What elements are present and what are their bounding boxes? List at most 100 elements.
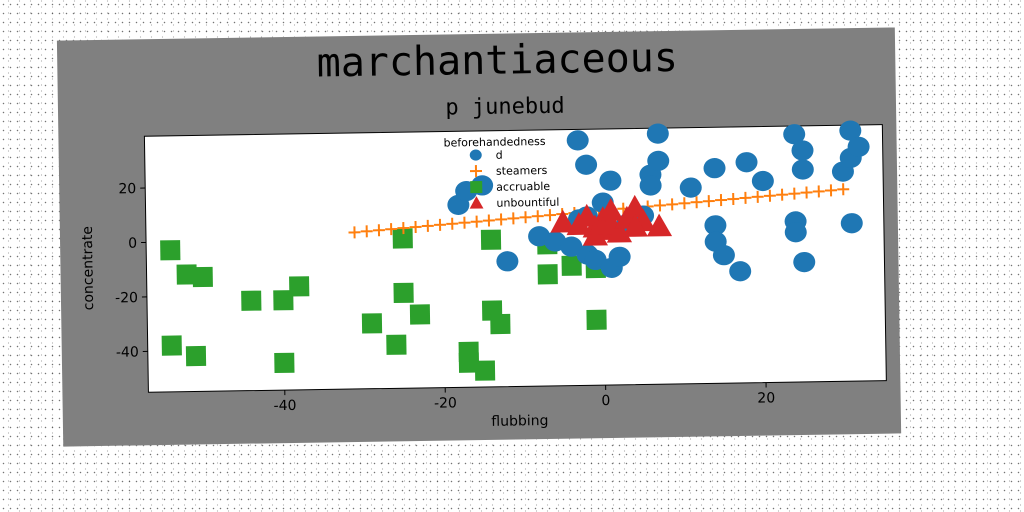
legend-marker-unbountiful: [469, 196, 484, 209]
data-point-steamers: [702, 195, 715, 208]
data-point-d: [584, 249, 607, 271]
data-point-steamers: [751, 190, 764, 203]
y-axis-label: concentrate: [80, 226, 97, 310]
legend-marker-d: [469, 149, 482, 161]
data-point-steamers: [800, 186, 813, 199]
data-point-steamers: [690, 196, 703, 209]
data-point-d: [566, 130, 589, 151]
data-point-steamers: [458, 216, 471, 229]
data-point-unbountiful: [582, 222, 609, 246]
data-point-accruable: [176, 264, 197, 285]
data-point-accruable: [161, 335, 182, 356]
data-point-d: [599, 170, 622, 191]
data-point-d: [496, 251, 519, 272]
data-point-d: [751, 170, 774, 192]
data-point-d: [704, 215, 727, 236]
data-point-steamers: [666, 198, 679, 211]
data-point-steamers: [678, 197, 691, 210]
series-d: [447, 120, 870, 282]
data-point-unbountiful: [646, 213, 673, 237]
data-point-steamers: [739, 191, 752, 204]
data-point-steamers: [434, 218, 447, 231]
y-tick-label: 0: [128, 236, 137, 252]
data-point-steamers: [495, 213, 508, 226]
data-point-d: [784, 222, 807, 243]
y-tick-label: -20: [115, 290, 138, 306]
chart-subtitle: p junebud: [445, 94, 565, 121]
data-point-steamers: [776, 188, 789, 201]
data-point-accruable: [392, 228, 413, 249]
data-point-accruable: [586, 309, 607, 330]
data-point-steamers: [837, 183, 850, 196]
data-point-accruable: [185, 345, 207, 367]
data-point-d: [639, 175, 662, 196]
x-axis-label: flubbing: [491, 413, 548, 430]
data-point-steamers: [531, 210, 544, 223]
data-point-d: [560, 236, 583, 257]
series-unbountiful: [550, 194, 673, 246]
data-point-accruable: [273, 290, 294, 311]
data-point-accruable: [241, 290, 262, 311]
data-point-d: [729, 261, 752, 282]
data-point-accruable: [537, 264, 558, 285]
data-point-d: [840, 213, 863, 234]
figure-frame-group: marchantiaceous p junebud -40 -20 0 20 -40-…: [56, 27, 902, 447]
data-point-d: [735, 152, 758, 173]
data-point-d: [647, 150, 670, 171]
data-point-d: [783, 124, 806, 145]
data-point-d: [847, 136, 870, 157]
data-point-d: [791, 140, 814, 161]
legend-title: beforehandedness: [443, 135, 545, 150]
x-tick-label: 0: [601, 393, 610, 409]
data-point-steamers: [715, 194, 728, 207]
data-point-accruable: [160, 240, 181, 261]
data-point-steamers: [812, 185, 825, 198]
data-point-d: [646, 123, 669, 144]
data-point-accruable: [386, 334, 407, 355]
data-point-steamers: [482, 214, 495, 227]
data-point-steamers: [763, 189, 776, 202]
data-point-steamers: [788, 187, 801, 200]
data-point-d: [608, 246, 631, 267]
data-point-d: [703, 158, 726, 179]
x-axis: -40 -20 0 20: [273, 382, 775, 414]
data-point-accruable: [409, 304, 431, 325]
data-point-unbountiful: [598, 197, 624, 221]
plot-marks: [160, 120, 870, 381]
y-tick-label: -40: [116, 345, 139, 361]
chart-title: marchantiaceous: [316, 35, 678, 87]
data-point-steamers: [727, 192, 740, 205]
data-point-steamers: [421, 219, 434, 232]
data-point-steamers: [470, 215, 483, 228]
legend: beforehandedness d steamers accruable unbou…: [443, 135, 559, 210]
y-tick-label: 20: [118, 181, 136, 197]
legend-label-accruable: accruable: [496, 180, 550, 194]
data-point-d: [712, 245, 735, 266]
data-point-accruable: [289, 276, 310, 297]
data-point-accruable: [490, 313, 511, 335]
data-point-unbountiful: [622, 213, 649, 237]
data-point-steamers: [653, 199, 666, 212]
y-axis: -40 -20 0 20: [115, 181, 148, 361]
data-point-steamers: [507, 212, 520, 225]
legend-items: d steamers accruable unbountiful: [469, 149, 559, 210]
data-point-accruable: [192, 266, 213, 288]
data-point-steamers: [372, 224, 385, 237]
data-point-steamers: [824, 184, 838, 197]
data-point-unbountiful: [550, 209, 576, 233]
data-point-accruable: [361, 313, 383, 334]
data-point-accruable: [393, 282, 414, 304]
data-point-d: [793, 251, 816, 273]
data-point-steamers: [397, 222, 410, 235]
legend-marker-steamers: [469, 165, 483, 178]
data-point-steamers: [519, 211, 532, 224]
data-point-steamers: [446, 217, 459, 230]
data-point-steamers: [385, 223, 398, 236]
data-point-unbountiful: [566, 212, 592, 236]
series-accruable: [160, 228, 607, 381]
legend-label-unbountiful: unbountiful: [496, 196, 559, 210]
legend-marker-accruable: [470, 180, 483, 194]
data-point-accruable: [474, 360, 496, 381]
data-point-d: [575, 154, 598, 175]
